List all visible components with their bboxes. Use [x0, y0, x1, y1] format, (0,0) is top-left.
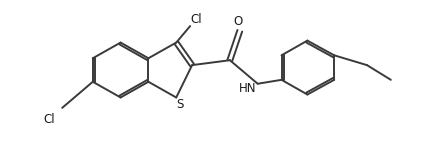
Text: O: O [233, 15, 242, 28]
Text: HN: HN [239, 82, 256, 95]
Text: S: S [176, 98, 184, 111]
Text: Cl: Cl [43, 113, 55, 126]
Text: Cl: Cl [190, 12, 202, 26]
